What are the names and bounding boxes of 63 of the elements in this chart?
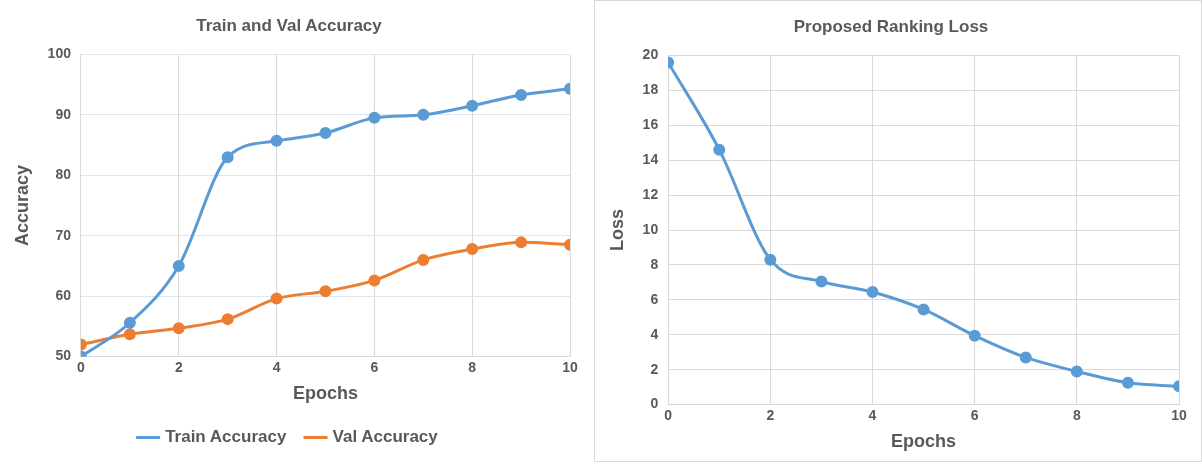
y-tick-label: 70 bbox=[55, 226, 72, 243]
point bbox=[270, 134, 283, 147]
y-tick-label: 4 bbox=[650, 325, 659, 342]
y-tick-label: 80 bbox=[55, 166, 72, 183]
point bbox=[221, 151, 234, 164]
point bbox=[917, 303, 930, 316]
point bbox=[466, 99, 479, 112]
y-tick-label: 100 bbox=[47, 45, 72, 62]
point bbox=[713, 143, 726, 156]
chart-title: Train and Val Accuracy bbox=[196, 15, 383, 35]
x-axis-title: Epochs bbox=[292, 383, 358, 404]
y-tick-label: 16 bbox=[642, 116, 659, 133]
x-tick-label: 0 bbox=[77, 358, 86, 375]
point bbox=[764, 253, 777, 266]
x-axis-title: Epochs bbox=[891, 431, 957, 452]
point bbox=[172, 322, 185, 335]
point bbox=[319, 126, 332, 139]
point bbox=[368, 274, 381, 287]
point bbox=[417, 108, 430, 121]
y-tick-label: 8 bbox=[650, 255, 659, 272]
point bbox=[1019, 351, 1032, 364]
x-tick-label: 0 bbox=[664, 406, 673, 423]
x-tick-label: 6 bbox=[970, 406, 979, 423]
y-tick-label: 14 bbox=[642, 151, 659, 168]
legend-label: Val Accuracy bbox=[332, 427, 439, 447]
x-tick-label: 10 bbox=[1171, 406, 1187, 423]
point bbox=[1121, 376, 1134, 389]
x-tick-label: 8 bbox=[1072, 406, 1081, 423]
point bbox=[815, 275, 828, 288]
y-tick-label: 6 bbox=[650, 290, 659, 307]
point bbox=[319, 285, 332, 298]
point bbox=[1070, 365, 1083, 378]
point bbox=[417, 253, 430, 266]
y-tick-label: 90 bbox=[55, 105, 72, 122]
x-tick-label: 2 bbox=[766, 406, 775, 423]
x-tick-label: 8 bbox=[468, 358, 477, 375]
y-axis-title: Accuracy bbox=[11, 164, 32, 247]
point bbox=[515, 88, 528, 101]
y-tick-label: 60 bbox=[55, 287, 72, 304]
y-tick-label: 0 bbox=[650, 395, 659, 412]
point bbox=[466, 243, 479, 256]
point bbox=[221, 313, 234, 326]
x-tick-label: 10 bbox=[562, 358, 578, 375]
y-axis-title: Loss bbox=[606, 208, 627, 252]
point bbox=[968, 329, 981, 342]
point bbox=[515, 236, 528, 249]
x-tick-label: 4 bbox=[272, 358, 281, 375]
point bbox=[172, 259, 185, 272]
point bbox=[123, 328, 136, 341]
y-tick-label: 18 bbox=[642, 81, 659, 98]
x-tick-label: 6 bbox=[370, 358, 379, 375]
y-tick-label: 50 bbox=[55, 347, 72, 364]
y-tick-label: 10 bbox=[642, 220, 659, 237]
y-tick-label: 20 bbox=[642, 46, 659, 63]
x-tick-label: 2 bbox=[174, 358, 183, 375]
point bbox=[368, 111, 381, 124]
legend-label: Train Accuracy bbox=[165, 427, 287, 447]
y-tick-label: 12 bbox=[642, 185, 659, 202]
point bbox=[866, 285, 879, 298]
point bbox=[123, 316, 136, 329]
chart-title: Proposed Ranking Loss bbox=[793, 16, 989, 36]
x-tick-label: 4 bbox=[868, 406, 877, 423]
point bbox=[270, 292, 283, 305]
